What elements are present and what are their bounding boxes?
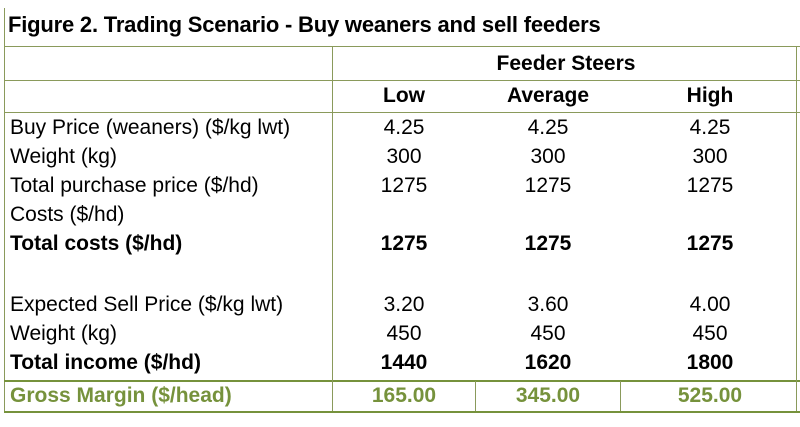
gross-margin-label: Gross Margin ($/head)	[10, 384, 232, 407]
row-label: Expected Sell Price ($/kg lwt)	[10, 293, 284, 316]
row-value-average: 300	[530, 145, 566, 168]
column-header-average: Average	[506, 84, 590, 107]
gross-margin-high: 525.00	[677, 384, 743, 407]
row-label: Costs ($/hd)	[10, 203, 125, 226]
row-value-high: 1275	[686, 232, 734, 255]
row-label: Weight (kg)	[10, 145, 117, 168]
row-label: Buy Price (weaners) ($/kg lwt)	[10, 116, 291, 139]
row-value-average: 1275	[524, 174, 572, 197]
row-value-average: 3.60	[527, 293, 569, 316]
title-divider	[4, 46, 800, 47]
right-border	[796, 47, 797, 411]
row-value-average: 450	[530, 322, 566, 345]
column-header-divider	[4, 112, 800, 113]
group-header-divider	[4, 80, 800, 81]
row-value-low: 1275	[380, 232, 428, 255]
gm-divider-1	[475, 381, 476, 411]
row-value-low: 1440	[380, 351, 428, 374]
row-label: Total income ($/hd)	[10, 351, 201, 374]
column-header-low: Low	[383, 84, 425, 107]
row-value-high: 4.25	[689, 116, 731, 139]
gross-margin-top-border	[4, 380, 800, 382]
row-value-high: 300	[692, 145, 728, 168]
column-header-high: High	[686, 84, 734, 107]
figure-title: Figure 2. Trading Scenario - Buy weaners…	[8, 12, 601, 37]
row-label: Total costs ($/hd)	[10, 232, 183, 255]
row-value-low: 300	[386, 145, 422, 168]
row-value-average: 1620	[524, 351, 572, 374]
gross-margin-average: 345.00	[515, 384, 581, 407]
row-value-high: 4.00	[689, 293, 731, 316]
row-label: Weight (kg)	[10, 322, 117, 345]
row-label: Total purchase price ($/hd)	[10, 174, 259, 197]
gm-divider-2	[620, 381, 621, 411]
row-value-high: 1275	[686, 174, 734, 197]
gross-margin-bottom-border	[4, 411, 800, 413]
table-frame	[4, 8, 800, 412]
row-value-low: 4.25	[383, 116, 425, 139]
gross-margin-low: 165.00	[371, 384, 437, 407]
row-value-low: 3.20	[383, 293, 425, 316]
row-value-average: 1275	[524, 232, 572, 255]
group-header-feeder-steers: Feeder Steers	[496, 52, 636, 75]
row-value-high: 1800	[686, 351, 734, 374]
label-column-divider	[332, 47, 333, 411]
row-value-high: 450	[692, 322, 728, 345]
row-value-low: 1275	[380, 174, 428, 197]
row-value-low: 450	[386, 322, 422, 345]
row-value-average: 4.25	[527, 116, 569, 139]
